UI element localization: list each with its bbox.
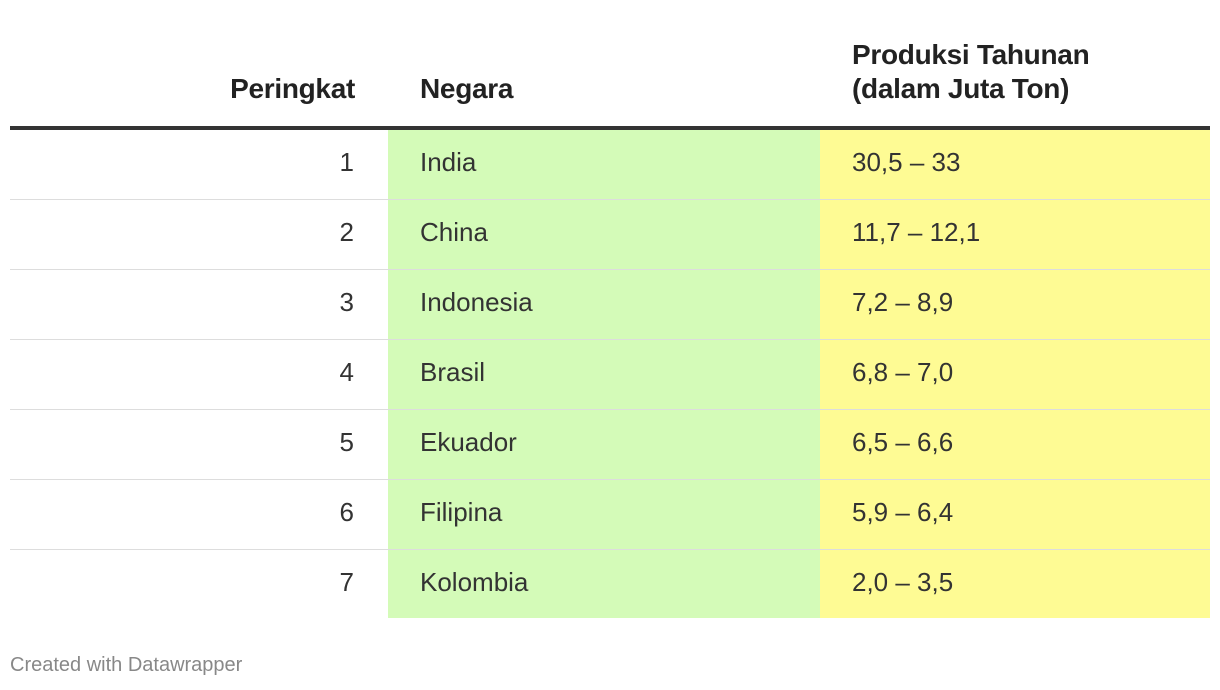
cell-production: 7,2 – 8,9 bbox=[820, 270, 1210, 340]
cell-production: 6,8 – 7,0 bbox=[820, 340, 1210, 410]
cell-production: 11,7 – 12,1 bbox=[820, 200, 1210, 270]
cell-rank: 7 bbox=[339, 567, 354, 597]
cell-production: 5,9 – 6,4 bbox=[820, 480, 1210, 550]
cell-rank: 5 bbox=[339, 427, 354, 457]
table-row: 3 Indonesia 7,2 – 8,9 bbox=[10, 269, 1210, 340]
column-header-rank: Peringkat bbox=[230, 73, 355, 104]
cell-rank: 2 bbox=[339, 217, 354, 247]
cell-country: Ekuador bbox=[388, 410, 820, 480]
table-row: 1 India 30,5 – 33 bbox=[10, 130, 1210, 200]
footer-credit: Created with Datawrapper bbox=[10, 654, 243, 676]
cell-country: Brasil bbox=[388, 340, 820, 410]
table-row: 6 Filipina 5,9 – 6,4 bbox=[10, 479, 1210, 550]
table-row: 5 Ekuador 6,5 – 6,6 bbox=[10, 409, 1210, 480]
cell-country: Kolombia bbox=[388, 550, 820, 618]
cell-production: 6,5 – 6,6 bbox=[820, 410, 1210, 480]
table-row: 2 China 11,7 – 12,1 bbox=[10, 199, 1210, 270]
cell-production: 30,5 – 33 bbox=[820, 130, 1210, 200]
cell-country: Indonesia bbox=[388, 270, 820, 340]
table-header: Peringkat Negara Produksi Tahunan (dalam… bbox=[10, 0, 1210, 130]
cell-rank: 6 bbox=[339, 497, 354, 527]
cell-country: China bbox=[388, 200, 820, 270]
cell-country: India bbox=[388, 130, 820, 200]
column-header-production: Produksi Tahunan (dalam Juta Ton) bbox=[852, 39, 1090, 104]
column-header-country: Negara bbox=[420, 73, 514, 104]
table-row: 7 Kolombia 2,0 – 3,5 bbox=[10, 549, 1210, 618]
cell-rank: 1 bbox=[339, 147, 354, 177]
table-body: 1 India 30,5 – 33 2 China 11,7 – 12,1 3 Indones… bbox=[10, 130, 1210, 618]
cell-rank: 4 bbox=[339, 357, 354, 387]
cell-production: 2,0 – 3,5 bbox=[820, 550, 1210, 618]
cell-rank: 3 bbox=[339, 287, 354, 317]
production-table: Peringkat Negara Produksi Tahunan (dalam… bbox=[10, 0, 1210, 618]
table-row: 4 Brasil 6,8 – 7,0 bbox=[10, 339, 1210, 410]
cell-country: Filipina bbox=[388, 480, 820, 550]
